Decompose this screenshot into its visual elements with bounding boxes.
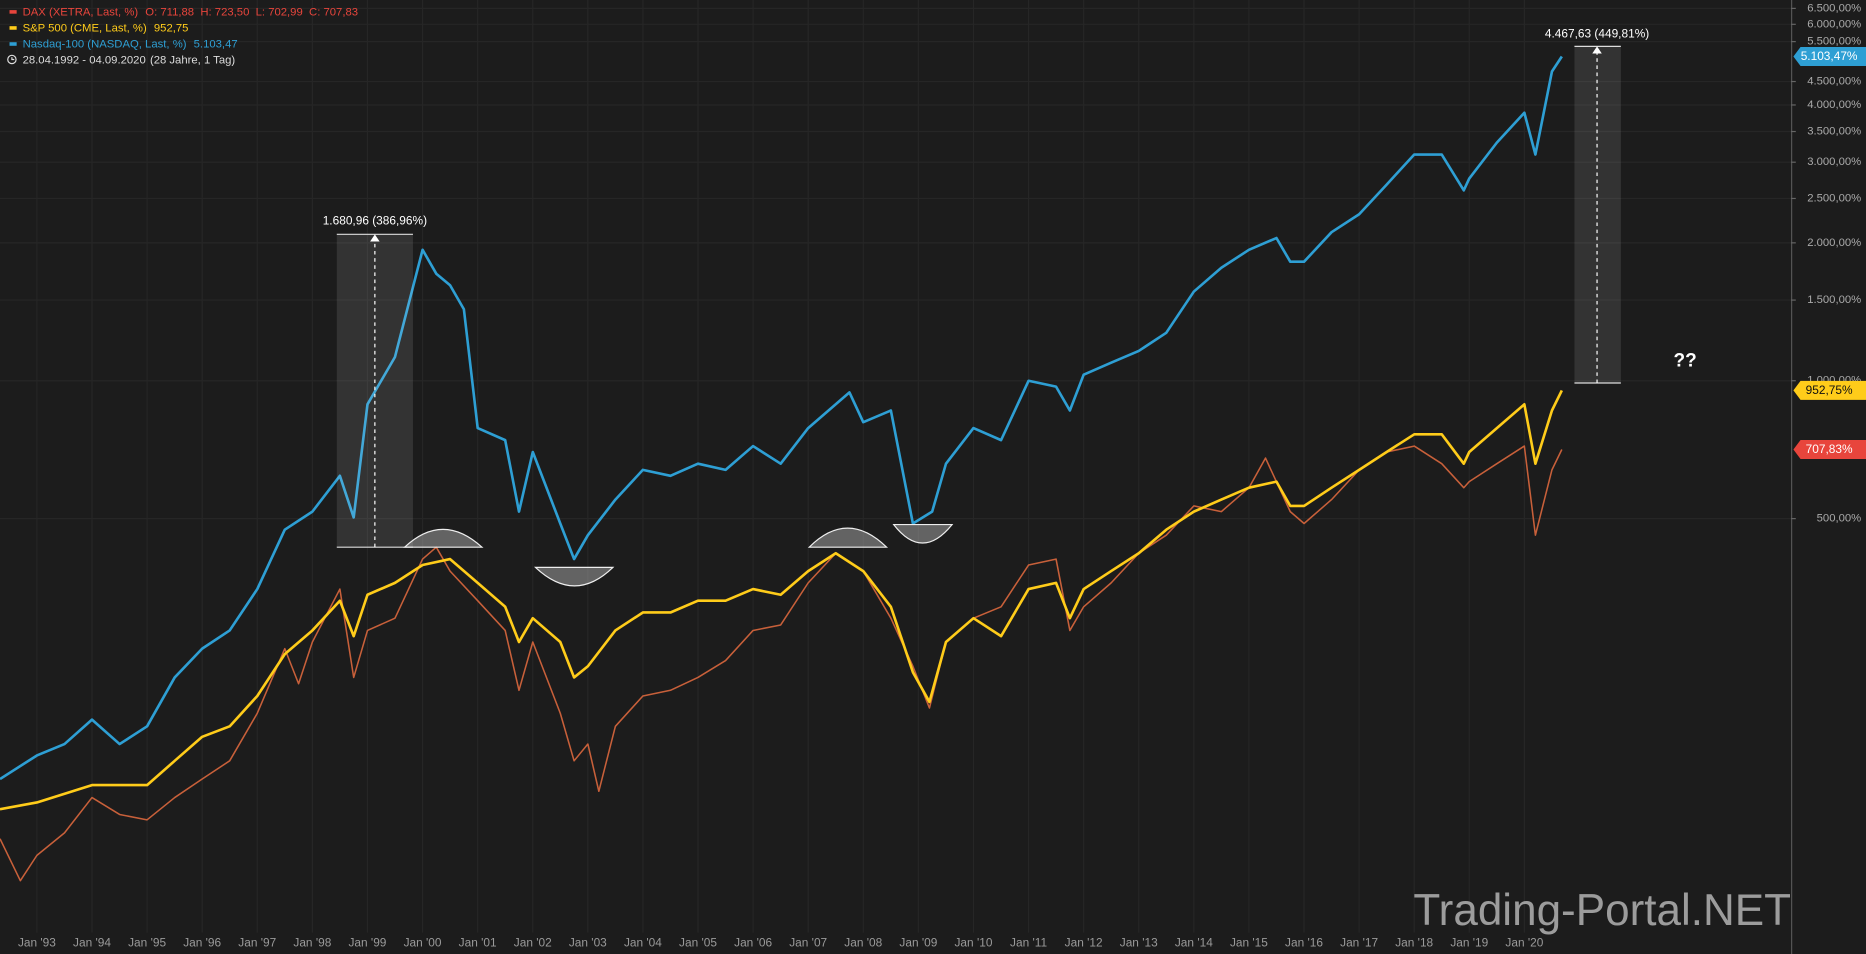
x-tick-label: Jan '11: [1010, 935, 1047, 949]
y-tick-label: 3.500,00%: [1807, 126, 1861, 138]
clock-icon: [11, 57, 15, 61]
x-tick-label: Jan '04: [624, 935, 662, 949]
x-tick-label: Jan '00: [404, 935, 442, 949]
x-tick-label: Jan '16: [1285, 935, 1323, 949]
x-tick-label: Jan '96: [183, 935, 221, 949]
x-tick-label: Jan '18: [1395, 935, 1433, 949]
measure-label: 1.680,96 (386,96%): [323, 213, 427, 227]
legend-name: S&P 500 (CME, Last, %): [23, 23, 147, 35]
legend-name: DAX (XETRA, Last, %): [23, 6, 139, 18]
price-tag-label: 952,75%: [1806, 383, 1853, 397]
y-axis-panel: [1791, 0, 1866, 954]
plot: [0, 55, 1563, 882]
y-tick-label: 5.500,00%: [1807, 36, 1861, 48]
y-tick-label: 6.500,00%: [1807, 2, 1861, 14]
y-axis: 500,00% 1.000,00% 1.500,00% 2.000,00% 2.500,…: [1791, 2, 1866, 525]
y-tick-label: 1.000,00%: [1807, 375, 1861, 387]
measure-tool: 4.467,63 (449,81%): [1545, 27, 1649, 384]
x-tick-label: Jan '17: [1340, 935, 1378, 949]
x-tick-label: Jan '14: [1175, 935, 1213, 949]
legend-swatch: [9, 10, 17, 14]
price-tag-label: 5.103,47%: [1801, 49, 1858, 63]
y-tick-label: 1.500,00%: [1807, 294, 1861, 306]
clock-icon: [7, 54, 17, 65]
y-tick-label: 2.000,00%: [1807, 237, 1861, 249]
annotation: ??: [1673, 351, 1696, 372]
x-tick-label: Jan '93: [18, 935, 56, 949]
y-tick-label: 6.000,00%: [1807, 18, 1861, 30]
x-tick-label: Jan '99: [348, 935, 386, 949]
x-tick-label: Jan '05: [679, 935, 717, 949]
price-tag: [1793, 46, 1866, 67]
legend-value: O: 711,88 H: 723,50 L: 702,99 C: 707,83: [145, 6, 358, 18]
x-tick-label: Jan '12: [1065, 935, 1103, 949]
price-tag: [1793, 380, 1866, 400]
x-tick-label: Jan '06: [734, 935, 772, 949]
legend-swatch: [9, 42, 17, 46]
measure-label: 4.467,63 (449,81%): [1545, 27, 1649, 41]
x-tick-label: Jan '94: [73, 935, 111, 949]
x-tick-label: Jan '19: [1450, 935, 1488, 949]
x-tick-label: Jan '15: [1230, 935, 1268, 949]
x-tick-label: Jan '10: [955, 935, 993, 949]
y-tick-label: 3.000,00%: [1807, 156, 1861, 168]
x-tick-label: Jan '09: [899, 935, 937, 949]
x-tick-label: Jan '13: [1120, 935, 1158, 949]
x-tick-label: Jan '03: [569, 935, 607, 949]
y-tick-label: 500,00%: [1817, 513, 1862, 525]
grid: Jan '93 Jan '94 Jan '95 Jan '96 Jan '97 Jan '…: [17, 935, 1544, 950]
y-tick-label: 4.500,00%: [1807, 76, 1861, 88]
x-tick-label: Jan '95: [128, 935, 166, 949]
x-tick-label: Jan '07: [789, 935, 827, 949]
y-tick-label: 4.000,00%: [1807, 99, 1861, 111]
price-tag: [1793, 439, 1866, 459]
y-tick-label: 2.500,00%: [1807, 192, 1861, 204]
measure-tool: 1.680,96 (386,96%): [323, 213, 427, 548]
date-range: 28.04.1992 - 04.09.2020: [23, 55, 146, 67]
legend: 28.04.1992 - 04.09.2020 (28 Jahre, 1 Tag…: [7, 6, 358, 67]
x-tick-label: Jan '08: [844, 935, 882, 949]
series-line: [0, 55, 1563, 781]
x-tick-label: Jan '20: [1505, 935, 1543, 949]
arc-markers: [403, 523, 954, 587]
legend-value: 5.103,47: [194, 39, 238, 51]
legend-name: Nasdaq-100 (NASDAQ, Last, %): [23, 39, 187, 51]
watermark: Trading-Portal.NET: [1413, 886, 1791, 935]
legend-value: 952,75: [154, 23, 189, 35]
x-tick-label: Jan '97: [238, 935, 276, 949]
x-tick-label: Jan '01: [459, 935, 497, 949]
series-line: [0, 389, 1563, 811]
series-line: [0, 445, 1563, 882]
price-tag-label: 707,83%: [1806, 442, 1853, 456]
x-tick-label: Jan '98: [293, 935, 331, 949]
legend-swatch: [9, 26, 17, 30]
duration: (28 Jahre, 1 Tag): [150, 55, 235, 67]
x-tick-label: Jan '02: [514, 935, 552, 949]
